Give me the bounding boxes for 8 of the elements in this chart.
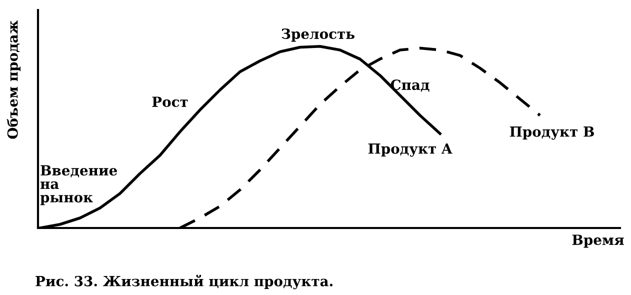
series-label: Продукт A bbox=[368, 144, 452, 157]
text: Зрелость bbox=[282, 28, 354, 42]
annotation: Введение на рынок bbox=[40, 165, 117, 206]
x-axis-title: Время bbox=[572, 234, 624, 248]
series-label: Продукт B bbox=[510, 126, 594, 140]
y-axis-title: Объем продаж bbox=[6, 20, 21, 139]
text: Рис. 33. Жизненный цикл продукта. bbox=[36, 274, 333, 290]
annotation: Рост bbox=[152, 96, 188, 108]
